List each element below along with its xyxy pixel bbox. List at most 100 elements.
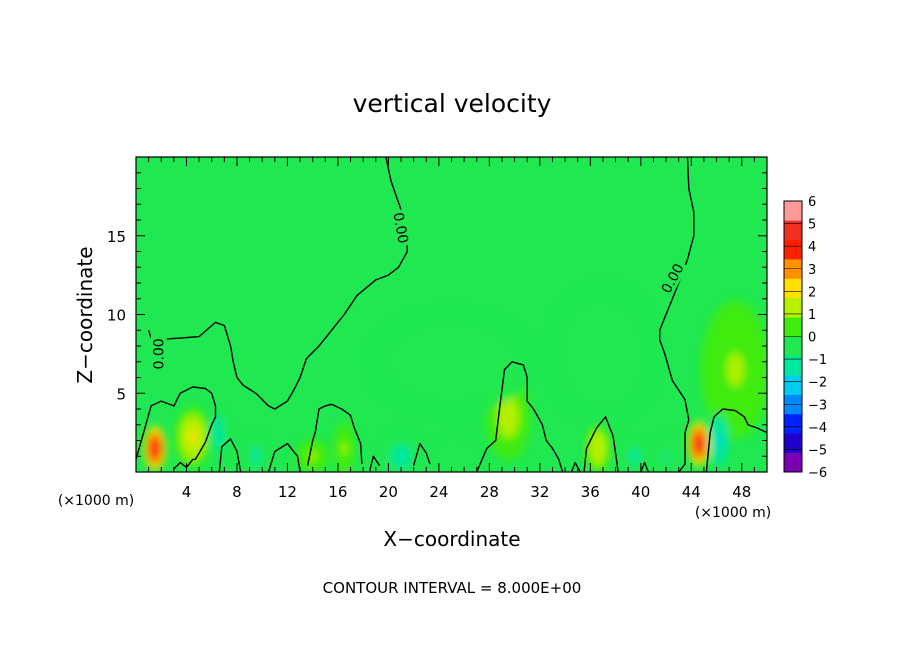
velocity-cell-ring xyxy=(696,438,702,450)
contour-label-bg xyxy=(656,258,688,298)
x-tick-label: 16 xyxy=(328,483,347,501)
colorbar-label: 3 xyxy=(808,263,816,278)
velocity-cell-ring xyxy=(395,449,407,463)
x-tick-label: 40 xyxy=(631,483,650,501)
contour-labels: 0.000.000.00 xyxy=(150,208,688,372)
velocity-cell-ring xyxy=(452,451,464,462)
x-axis: 4 8 12 16 20 24 28 32 36 40 44 48 xyxy=(148,157,755,501)
colorbar-label: 0 xyxy=(808,331,816,346)
x-tick-label: 32 xyxy=(530,483,549,501)
velocity-cell-ring xyxy=(430,348,473,375)
y-tick-label: 15 xyxy=(107,228,126,246)
contour-line xyxy=(640,461,650,472)
velocity-cell xyxy=(623,438,646,472)
colorbar-label: 4 xyxy=(808,240,816,255)
velocity-cell-ring xyxy=(594,442,602,455)
colorbar-label: −5 xyxy=(808,443,827,458)
contour-label: 0.00 xyxy=(152,338,168,369)
colorbar-swatch xyxy=(784,201,802,221)
contour-lines xyxy=(136,157,767,472)
velocity-cell-ring xyxy=(716,434,722,447)
contour-line xyxy=(705,408,767,472)
y-tick-label: 5 xyxy=(116,385,126,403)
x-tick-label: 24 xyxy=(429,483,448,501)
contour-line xyxy=(147,157,408,410)
velocity-cell-ring xyxy=(188,429,198,446)
contour-line xyxy=(267,442,301,472)
velocity-cell xyxy=(143,425,167,471)
colorbar-swatch xyxy=(784,317,802,337)
x-tick-label: 8 xyxy=(232,483,242,501)
contour-line xyxy=(583,416,619,472)
x-tick-label: 4 xyxy=(182,483,192,501)
velocity-cell xyxy=(709,414,729,467)
contour-line xyxy=(659,157,695,472)
contour-label: 0.00 xyxy=(389,211,410,244)
velocity-cell xyxy=(436,435,479,472)
velocity-cell xyxy=(174,406,211,469)
colorbar-swatch xyxy=(784,278,802,299)
colorbar-swatch xyxy=(784,375,802,395)
colorbar-swatch xyxy=(784,452,802,473)
x-unit-left: (×1000 m) xyxy=(58,493,134,509)
velocity-cell-ring xyxy=(341,441,348,455)
colorbar-swatch xyxy=(784,336,802,357)
x-tick-label: 48 xyxy=(732,483,751,501)
colorbar-swatch xyxy=(784,220,802,241)
contour-line xyxy=(570,461,581,472)
velocity-cell xyxy=(585,424,611,472)
colorbar-swatch xyxy=(784,239,802,260)
colorbar-swatch xyxy=(784,413,802,434)
y-axis: 5 10 15 xyxy=(107,172,767,457)
velocity-cell-ring xyxy=(215,426,221,439)
velocity-cell xyxy=(687,421,710,467)
velocity-cell xyxy=(700,300,767,439)
contour-line xyxy=(412,442,431,466)
contour-label-bg xyxy=(150,335,167,372)
contour-line xyxy=(476,361,564,472)
colorbar-label: −3 xyxy=(808,398,827,413)
velocity-cell xyxy=(547,284,659,424)
colorbar-label: 2 xyxy=(808,285,816,300)
x-tick-label: 36 xyxy=(581,483,600,501)
colorbar: −6 −5 −4 −3 −2 −1 0 1 2 3 4 5 6 xyxy=(783,195,827,481)
colorbar-swatch xyxy=(784,297,802,318)
colorbar-label: −1 xyxy=(808,353,827,368)
contour-line xyxy=(368,455,381,472)
colorbar-swatch xyxy=(784,433,802,453)
colorbar-label: −6 xyxy=(808,466,827,481)
x-unit-right: (×1000 m) xyxy=(695,505,771,521)
x-axis-label: X−coordinate xyxy=(383,527,520,551)
contour-line xyxy=(218,438,242,472)
heatmap-field xyxy=(136,157,767,472)
chart-title: vertical velocity xyxy=(353,89,552,118)
colorbar-label: 5 xyxy=(808,218,816,233)
contour-label-bg xyxy=(390,208,413,247)
velocity-cell-ring xyxy=(663,451,669,462)
velocity-cell-ring xyxy=(152,442,158,455)
colorbar-label: 6 xyxy=(808,195,816,210)
contour-line xyxy=(136,386,217,470)
velocity-cell-ring xyxy=(502,406,514,428)
x-tick-label: 12 xyxy=(278,483,297,501)
velocity-cell xyxy=(654,435,678,472)
colorbar-swatch xyxy=(784,355,802,376)
velocity-cell xyxy=(209,408,227,457)
contour-line xyxy=(306,403,363,466)
velocity-cell xyxy=(246,435,266,472)
velocity-cell-ring xyxy=(726,352,745,387)
y-axis-label: Z−coordinate xyxy=(73,246,97,383)
colorbar-label: −4 xyxy=(808,421,827,436)
velocity-cell xyxy=(380,430,422,472)
velocity-cell-ring xyxy=(631,451,638,461)
colorbar-label: 1 xyxy=(808,308,816,323)
velocity-cell-ring xyxy=(589,336,617,372)
velocity-cell xyxy=(333,422,356,472)
x-tick-label: 28 xyxy=(480,483,499,501)
x-tick-label: 44 xyxy=(682,483,701,501)
colorbar-label: −2 xyxy=(808,376,827,391)
velocity-cell xyxy=(368,309,535,414)
velocity-cell-ring xyxy=(253,451,259,462)
y-tick-label: 10 xyxy=(107,307,126,325)
